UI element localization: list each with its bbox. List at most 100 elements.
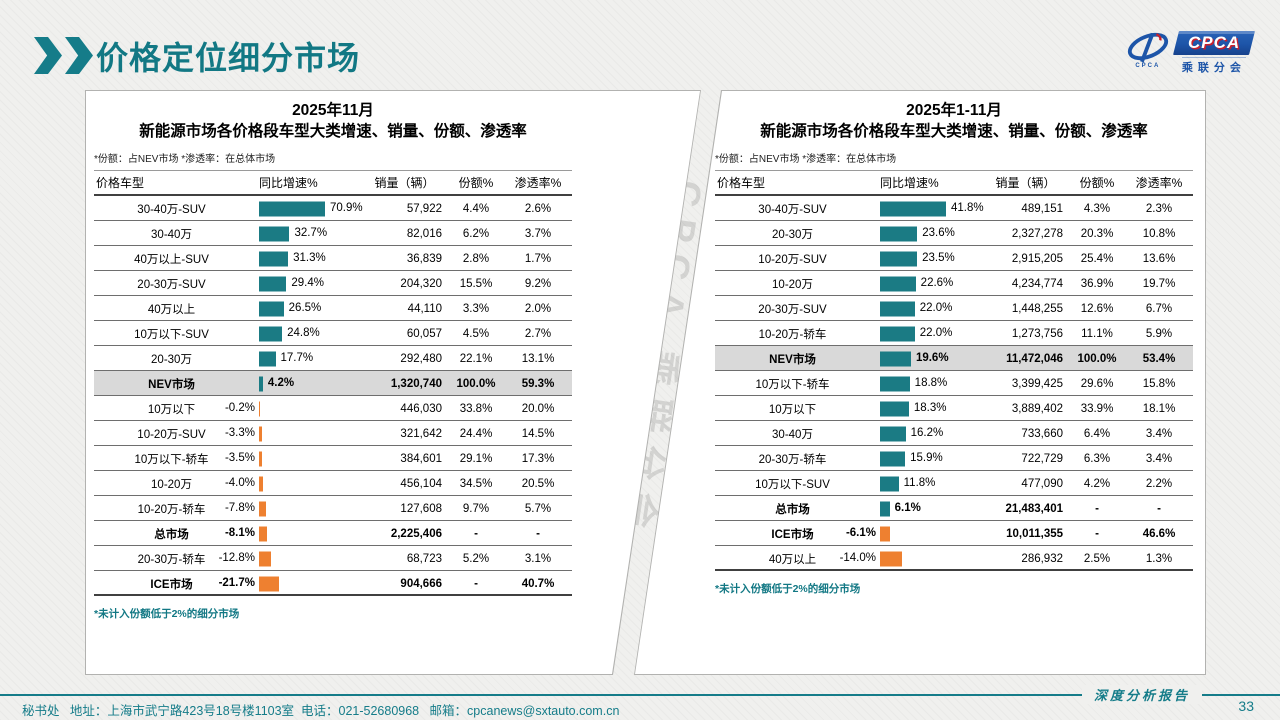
definitions-note: *份额：占NEV市场 *渗透率：在总体市场 <box>715 154 897 165</box>
sales-value: 2,225,406 <box>390 527 442 540</box>
share-value: 20.3% <box>1080 227 1114 240</box>
table-row: 10-20万-轿车 22.0% 1,273,756 11.1% 5.9% <box>715 321 1193 346</box>
growth-bar <box>880 201 946 216</box>
share-value: 4.5% <box>462 327 490 340</box>
table-body: 30-40万-SUV 70.9% 57,922 4.4% 2.6% 30-40万 32.7%… <box>94 196 572 596</box>
sales-value: 68,723 <box>406 552 442 565</box>
share-value: 6.4% <box>1083 427 1111 440</box>
growth-value: 23.5% <box>922 252 955 264</box>
price-segment-label: 10-20万-SUV <box>137 428 206 441</box>
sales-value: 2,327,278 <box>1011 227 1063 240</box>
table-november: 2025年11月 新能源市场各价格段车型大类增速、销量、份额、渗透率 *份额：占NE… <box>94 100 572 621</box>
growth-cell: 23.6% <box>870 221 982 246</box>
growth-bar <box>880 276 916 291</box>
growth-cell: 29.4% <box>249 271 361 296</box>
growth-value: 70.9% <box>330 202 363 214</box>
penetration-value: 3.4% <box>1145 452 1173 465</box>
growth-cell: 6.1% <box>870 496 982 521</box>
growth-cell: 19.6% <box>870 346 982 371</box>
table-row: ICE市场 -6.1% 10,011,355 - 46.6% <box>715 521 1193 546</box>
growth-cell: 18.3% <box>870 396 982 421</box>
price-segment-label: 总市场 <box>154 528 189 541</box>
price-segment-label: 10-20万-SUV <box>758 253 827 266</box>
penetration-value: 19.7% <box>1142 277 1176 290</box>
penetration-value: 13.1% <box>521 352 555 365</box>
growth-value: -21.7% <box>218 577 255 589</box>
growth-bar <box>880 376 910 391</box>
chevron-right-icon <box>34 37 62 74</box>
price-segment-label: ICE市场 <box>150 578 193 591</box>
growth-bar <box>259 526 267 541</box>
logo-band: CPCA <box>1172 31 1255 55</box>
penetration-value: 2.2% <box>1145 477 1173 490</box>
sales-value: 722,729 <box>1021 452 1063 465</box>
column-header: 份额% <box>1079 176 1115 190</box>
growth-cell: 23.5% <box>870 246 982 271</box>
table-row: 20-30万-SUV 29.4% 204,320 15.5% 9.2% <box>94 271 572 296</box>
table-row: 20-30万-轿车 -12.8% 68,723 5.2% 3.1% <box>94 546 572 571</box>
growth-cell: 31.3% <box>249 246 361 271</box>
exclusion-footnote: *未计入份额低于2%的细分市场 <box>715 583 861 595</box>
growth-bar <box>880 326 915 341</box>
table-row: 10万以下-SUV 11.8% 477,090 4.2% 2.2% <box>715 471 1193 496</box>
share-value: 29.1% <box>459 452 493 465</box>
growth-bar <box>259 301 284 316</box>
growth-value: 29.4% <box>291 277 324 289</box>
growth-value: 6.1% <box>894 502 921 514</box>
share-value: 29.6% <box>1080 377 1114 390</box>
growth-value: 31.3% <box>293 252 326 264</box>
growth-cell: 16.2% <box>870 421 982 446</box>
cpca-emblem-icon: CPCA <box>1125 31 1171 69</box>
growth-cell: 11.8% <box>870 471 982 496</box>
growth-bar <box>259 201 325 216</box>
share-value: 12.6% <box>1080 302 1114 315</box>
growth-cell: 4.2% <box>249 371 361 396</box>
panel-title-period: 2025年11月 <box>292 102 374 119</box>
growth-bar <box>259 276 287 291</box>
growth-value: -3.5% <box>224 452 255 464</box>
table-row: 总市场 -8.1% 2,225,406 - - <box>94 521 572 546</box>
table-year-to-date: 2025年1-11月 新能源市场各价格段车型大类增速、销量、份额、渗透率 *份额：占… <box>715 100 1193 596</box>
price-segment-label: 10万以下-轿车 <box>134 453 209 466</box>
column-header: 销量（辆） <box>374 176 435 190</box>
share-value: 33.9% <box>1080 402 1114 415</box>
price-segment-label: 20-30万 <box>772 228 813 241</box>
sales-value: 3,399,425 <box>1011 377 1063 390</box>
table-row: NEV市场 4.2% 1,320,740 100.0% 59.3% <box>94 371 572 396</box>
sales-value: 4,234,774 <box>1011 277 1063 290</box>
share-value: 33.8% <box>459 402 493 415</box>
table-row: 20-30万-SUV 22.0% 1,448,255 12.6% 6.7% <box>715 296 1193 321</box>
sales-value: 11,472,046 <box>1006 352 1063 365</box>
price-segment-label: 20-30万-SUV <box>137 278 206 291</box>
growth-value: 15.9% <box>910 452 943 464</box>
growth-cell: -0.2% <box>225 396 361 421</box>
penetration-value: 2.3% <box>1145 202 1173 215</box>
table-row: 30-40万-SUV 70.9% 57,922 4.4% 2.6% <box>94 196 572 221</box>
panel-year-to-date: 2025年1-11月 新能源市场各价格段车型大类增速、销量、份额、渗透率 *份额：占… <box>634 90 1206 675</box>
growth-bar <box>259 476 263 491</box>
exclusion-footnote: *未计入份额低于2%的细分市场 <box>94 608 240 620</box>
growth-value: -0.2% <box>224 402 255 414</box>
share-value: 22.1% <box>459 352 493 365</box>
growth-bar <box>259 501 267 516</box>
growth-cell: 41.8% <box>870 196 984 221</box>
share-value: - <box>474 527 478 540</box>
price-segment-label: NEV市场 <box>148 378 195 391</box>
table-row: 10-20万 -4.0% 456,104 34.5% 20.5% <box>94 471 572 496</box>
table-row: 总市场 6.1% 21,483,401 - - <box>715 496 1193 521</box>
growth-value: -4.0% <box>224 477 255 489</box>
share-value: 4.4% <box>462 202 490 215</box>
table-row: 30-40万-SUV 41.8% 489,151 4.3% 2.3% <box>715 196 1193 221</box>
share-value: - <box>1095 527 1099 540</box>
column-header: 价格车型 <box>717 176 766 190</box>
table-row: 20-30万 17.7% 292,480 22.1% 13.1% <box>94 346 572 371</box>
sales-value: 384,601 <box>400 452 442 465</box>
share-value: 24.4% <box>459 427 493 440</box>
emblem-caption: CPCA <box>1135 63 1161 69</box>
growth-cell: -14.0% <box>840 546 982 571</box>
growth-bar <box>259 551 271 566</box>
sales-value: 44,110 <box>407 302 442 315</box>
table-header-row: 价格车型 同比增速% 销量（辆） 份额% 渗透率% <box>94 170 572 196</box>
share-value: 2.5% <box>1083 552 1111 565</box>
share-value: 100.0% <box>456 377 496 390</box>
